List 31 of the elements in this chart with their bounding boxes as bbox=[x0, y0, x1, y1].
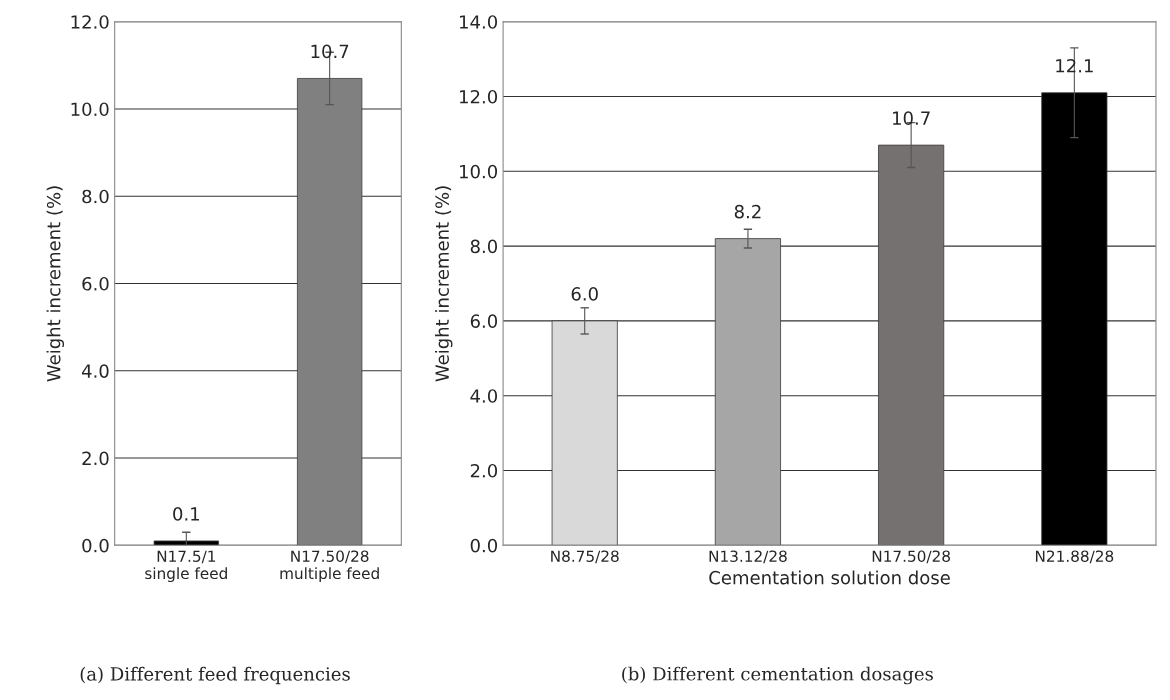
data-label: 10.7 bbox=[893, 111, 930, 125]
y-axis-title: Weight increment (%) bbox=[435, 186, 453, 382]
y-tick-label: 6.0 bbox=[470, 314, 498, 329]
data-label: 8.2 bbox=[734, 204, 761, 219]
y-tick-label: 10.0 bbox=[460, 164, 498, 179]
y-tick-label: 0.0 bbox=[82, 538, 109, 553]
y-tick-label: 0.0 bbox=[470, 538, 498, 553]
y-tick-label: 8.0 bbox=[470, 239, 498, 254]
data-label: 0.1 bbox=[173, 507, 200, 521]
y-tick-label: 10.0 bbox=[71, 102, 109, 117]
x-tick-label: N13.12/28 bbox=[709, 550, 787, 564]
y-tick-label: 4.0 bbox=[470, 389, 498, 403]
data-label: 10.7 bbox=[311, 44, 349, 59]
y-tick-label: 4.0 bbox=[81, 364, 109, 378]
y-tick-label: 2.0 bbox=[470, 463, 498, 478]
text: (a) Different feed frequencies bbox=[80, 666, 350, 685]
x-tick-label: N8.75/28 bbox=[551, 550, 619, 564]
y-axis-title: Weight increment (%) bbox=[46, 186, 65, 382]
text: (b) Different cementation dosages bbox=[622, 666, 933, 685]
y-tick-label: 6.0 bbox=[82, 276, 109, 291]
x-tick-label: N17.5/1 single feed bbox=[145, 550, 227, 583]
x-tick-label: N17.50/28 multiple feed bbox=[280, 550, 379, 583]
x-tick-label: N21.88/28 bbox=[1035, 550, 1114, 564]
y-tick-label: 8.0 bbox=[82, 189, 109, 204]
data-label: 6.0 bbox=[571, 287, 598, 301]
x-axis-title: Cementation solution dose bbox=[709, 570, 950, 585]
y-tick-label: 2.0 bbox=[82, 451, 109, 466]
y-tick-label: 14.0 bbox=[460, 15, 498, 29]
y-tick-label: 12.0 bbox=[460, 89, 498, 104]
y-tick-label: 12.0 bbox=[71, 15, 109, 29]
x-tick-label: N17.50/28 bbox=[872, 550, 950, 564]
